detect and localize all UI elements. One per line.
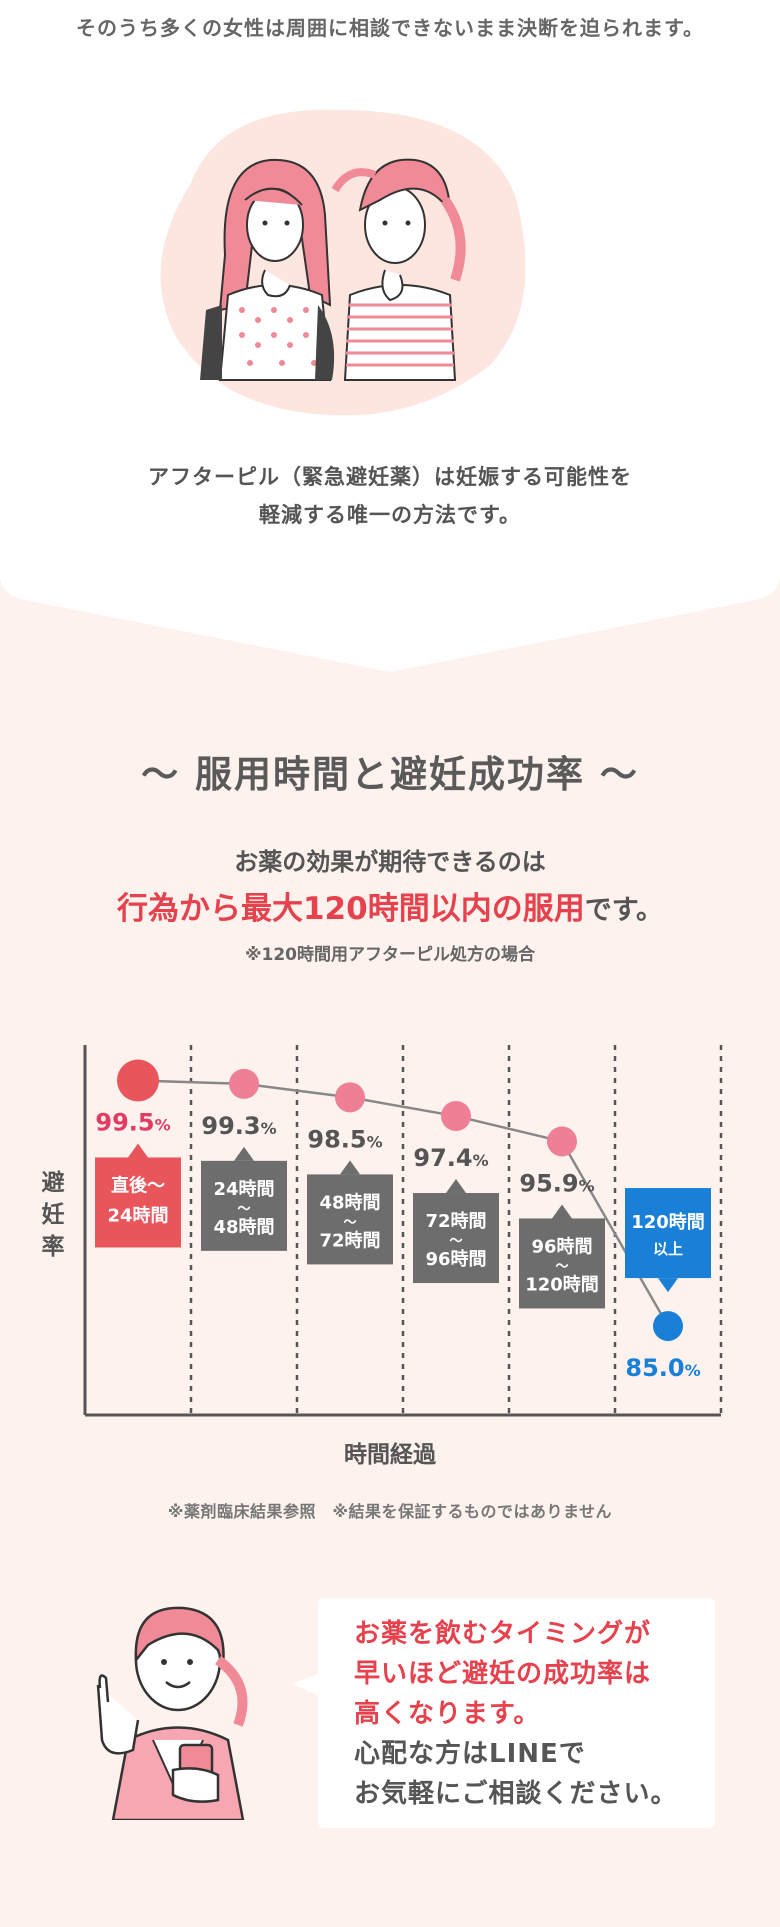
- value-label: 99.3%: [201, 1112, 276, 1140]
- value-unit: %: [685, 1361, 701, 1380]
- category-box-pointer: [340, 1160, 360, 1175]
- bubble-red-line-1: お薬を飲むタイミングが: [354, 1619, 652, 1649]
- category-label-bottom: 120時間: [525, 1274, 599, 1295]
- bubble-red-line-3: 高くなります。: [354, 1699, 541, 1729]
- two-women-illustration: [160, 109, 526, 416]
- value-unit: %: [261, 1119, 277, 1138]
- category-separator: 〜: [237, 1202, 250, 1217]
- category-label-top: 120時間: [631, 1212, 705, 1233]
- category-label-top: 24時間: [213, 1179, 274, 1200]
- value-unit: %: [155, 1115, 171, 1134]
- category-box: [519, 1218, 605, 1309]
- intro-text: そのうち多くの女性は周囲に相談できないまま決断を迫られます。: [76, 16, 704, 40]
- bubble-red-line-2: 早いほど避妊の成功率は: [354, 1659, 652, 1689]
- category-box: [95, 1157, 181, 1248]
- data-point: [117, 1059, 159, 1102]
- speech-bubble-tail: [292, 1672, 322, 1697]
- description-line-2: 軽減する唯一の方法です。: [259, 503, 521, 527]
- data-point: [653, 1311, 683, 1342]
- value-unit: %: [579, 1176, 595, 1195]
- category-label-top: 直後〜: [111, 1174, 165, 1196]
- category-label-bottom: 以上: [653, 1240, 683, 1258]
- woman-with-phone-illustration: [96, 1606, 248, 1820]
- category-label-top: 72時間: [425, 1211, 486, 1232]
- data-point: [335, 1082, 365, 1113]
- category-label-bottom: 96時間: [425, 1249, 486, 1270]
- success-rate-chart: 避妊率時間経過99.5%直後〜24時間99.3%24時間〜48時間98.5%48…: [42, 1045, 723, 1468]
- intro-section: そのうち多くの女性は周囲に相談できないまま決断を迫られます。: [0, 0, 780, 675]
- speech-bubble-text: お薬を飲むタイミングが 早いほど避妊の成功率は 高くなります。 心配な方はLIN…: [354, 1614, 714, 1814]
- value-unit: %: [473, 1151, 489, 1170]
- category-label-top: 48時間: [319, 1192, 380, 1213]
- category-box-pointer: [128, 1143, 148, 1158]
- description-text: アフターピル（緊急避妊薬）は妊娠する可能性を 軽減する唯一の方法です。: [0, 458, 780, 534]
- category-box-pointer: [658, 1278, 678, 1293]
- value-label: 95.9%: [519, 1169, 594, 1197]
- value-label: 99.5%: [95, 1108, 170, 1136]
- data-point: [547, 1126, 577, 1157]
- lead-highlight: 行為から最大120時間以内の服用: [116, 891, 585, 927]
- category-label-bottom: 72時間: [319, 1230, 380, 1251]
- category-box: [201, 1160, 287, 1251]
- bubble-gray-line-2: お気軽にご相談ください。: [354, 1779, 678, 1809]
- lead-line-1: お薬の効果が期待できるのは: [234, 848, 546, 876]
- category-box-pointer: [446, 1179, 466, 1194]
- lead-note: ※120時間用アフターピル処方の場合: [244, 945, 535, 965]
- category-box-pointer: [234, 1146, 254, 1161]
- value-label: 97.4%: [413, 1144, 488, 1172]
- series-line: [137, 1079, 670, 1327]
- y-axis-label-char: 率: [42, 1233, 65, 1260]
- description-line-1: アフターピル（緊急避妊薬）は妊娠する可能性を: [148, 465, 632, 489]
- chart-footnote: ※薬剤臨床結果参照 ※結果を保証するものではありません: [167, 1502, 613, 1521]
- category-separator: 〜: [449, 1234, 462, 1249]
- value-label: 85.0%: [625, 1354, 700, 1382]
- data-point: [229, 1068, 259, 1099]
- y-axis-label-char: 避: [42, 1169, 65, 1196]
- x-axis-label: 時間経過: [344, 1441, 437, 1468]
- value-label: 98.5%: [307, 1125, 382, 1153]
- bubble-gray-line-1: 心配な方はLINEで: [354, 1739, 586, 1769]
- lead-tail: です。: [584, 895, 664, 926]
- y-axis-label-char: 妊: [42, 1202, 65, 1228]
- category-box-pointer: [552, 1204, 572, 1219]
- data-point: [441, 1101, 471, 1132]
- category-separator: 〜: [343, 1215, 356, 1230]
- lead-line-2: 行為から最大120時間以内の服用です。: [0, 883, 780, 928]
- speech-bubble: [318, 1598, 715, 1828]
- category-label-top: 96時間: [531, 1236, 592, 1257]
- category-box: [307, 1174, 393, 1265]
- section-title: 〜 服用時間と避妊成功率 〜: [141, 753, 639, 796]
- category-box: [413, 1193, 499, 1284]
- category-separator: 〜: [555, 1259, 568, 1274]
- value-unit: %: [367, 1132, 383, 1151]
- category-label-bottom: 48時間: [213, 1217, 274, 1238]
- category-box: [625, 1188, 711, 1279]
- category-label-bottom: 24時間: [107, 1205, 168, 1226]
